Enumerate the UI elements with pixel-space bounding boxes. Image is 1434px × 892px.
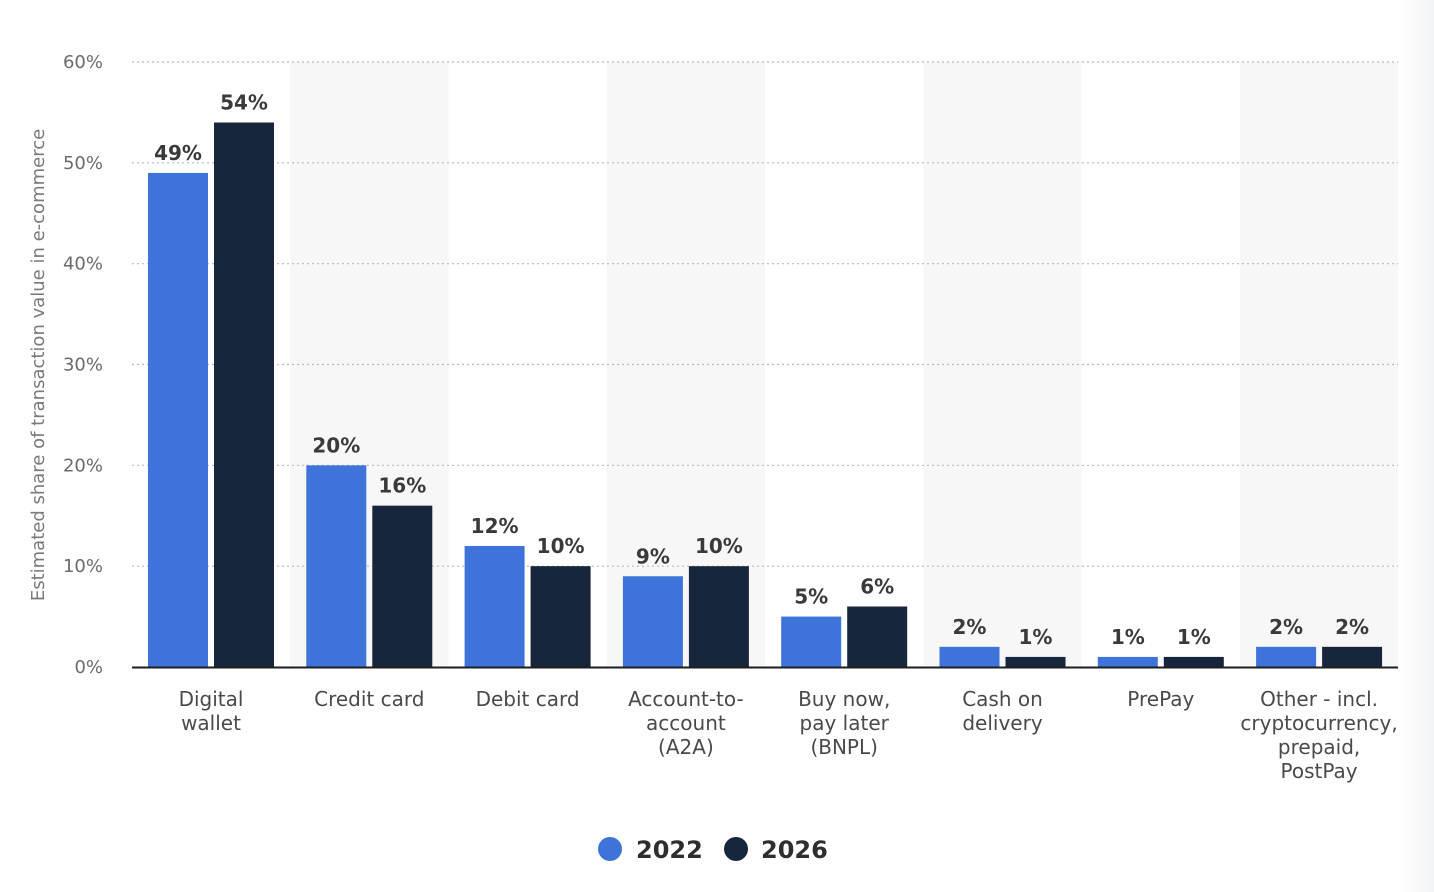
bar-2026 <box>372 505 433 667</box>
y-tick-label: 10% <box>63 556 103 577</box>
x-tick-label: Cash on delivery <box>962 687 1043 735</box>
bars: 49% 54% 20% 16% 12% 10% 9% 10% 5% 6% 2% 1% 1% 1% 2% 2% <box>148 91 1383 667</box>
bar-2022 <box>306 465 367 667</box>
data-label: 9% <box>636 544 670 568</box>
data-label: 54% <box>220 91 268 115</box>
bar-2026 <box>1322 646 1383 667</box>
data-label: 1% <box>1111 625 1145 649</box>
data-label: 12% <box>471 514 519 538</box>
x-tick-label-line: Cash on <box>962 687 1043 711</box>
data-label: 5% <box>794 585 828 609</box>
data-label: 16% <box>378 474 426 498</box>
y-tick-label: 50% <box>63 153 103 174</box>
x-tick-label: PrePay <box>1127 687 1194 711</box>
y-tick-label: 40% <box>63 254 103 275</box>
data-label: 1% <box>1019 625 1053 649</box>
y-axis-label: Estimated share of transaction value in … <box>28 129 49 601</box>
bar-2026 <box>847 606 908 667</box>
data-label: 2% <box>1335 615 1369 639</box>
bar-2022 <box>464 546 525 667</box>
x-tick-label-line: Debit card <box>476 687 580 711</box>
data-label: 1% <box>1177 625 1211 649</box>
x-tick-label-line: (BNPL) <box>810 735 878 759</box>
data-label: 20% <box>312 433 360 457</box>
legend-label: 2022 <box>636 836 703 864</box>
data-label: 6% <box>860 575 894 599</box>
x-tick-label: Digital wallet <box>179 687 244 735</box>
legend[interactable]: 2022 2026 <box>598 836 828 864</box>
bar-2022 <box>939 646 1000 667</box>
x-tick-label-line: delivery <box>962 711 1042 735</box>
x-tick-label-line: Credit card <box>314 687 424 711</box>
y-tick-label: 60% <box>63 52 103 73</box>
bar-2026 <box>214 122 274 667</box>
x-tick-label: Credit card <box>314 687 424 711</box>
legend-label: 2026 <box>761 836 828 864</box>
legend-item-2026[interactable]: 2026 <box>724 836 828 864</box>
x-tick-label-line: account <box>646 711 726 735</box>
x-tick-label-line: (A2A) <box>658 735 714 759</box>
x-tick-label: Account-to-account (A2A) <box>628 687 744 759</box>
bar-2026 <box>1163 656 1224 667</box>
data-label: 2% <box>1269 615 1303 639</box>
bar-2026 <box>1005 656 1066 667</box>
legend-item-2022[interactable]: 2022 <box>598 836 703 864</box>
bar-2022 <box>622 576 683 667</box>
legend-marker <box>598 837 622 861</box>
x-tick-label-line: Account-to- <box>628 687 744 711</box>
x-tick-label-line: wallet <box>181 711 241 735</box>
x-tick-label: Debit card <box>476 687 580 711</box>
data-label: 10% <box>695 534 743 558</box>
bar-2022 <box>1097 656 1158 667</box>
x-tick-label-line: PrePay <box>1127 687 1194 711</box>
x-tick-label-line: cryptocurrency, <box>1240 711 1397 735</box>
y-tick-label: 20% <box>63 455 103 476</box>
data-label: 2% <box>953 615 987 639</box>
x-tick-label-line: Buy now, <box>798 687 890 711</box>
data-label: 10% <box>537 534 585 558</box>
y-tick-label: 0% <box>74 657 103 678</box>
bar-2026 <box>530 566 591 667</box>
scroll-edge <box>1398 0 1434 892</box>
x-tick-label-line: pay later <box>800 711 890 735</box>
x-tick-label-line: prepaid, <box>1278 735 1360 759</box>
bar-2022 <box>1256 646 1317 667</box>
y-tick-label: 30% <box>63 355 103 376</box>
data-label: 49% <box>154 141 202 165</box>
x-axis-categories: Digital wallet Credit card Debit card Accoun… <box>179 687 1398 783</box>
x-tick-label-line: Digital <box>179 687 244 711</box>
x-tick-label-line: PostPay <box>1281 759 1358 783</box>
x-tick-label: Other - incl. cryptocurrency, prepaid, Post… <box>1240 687 1397 783</box>
bar-2022 <box>781 616 842 667</box>
legend-marker <box>724 837 748 861</box>
x-tick-label: Buy now, pay later (BNPL) <box>798 687 890 759</box>
x-tick-label-line: Other - incl. <box>1260 687 1378 711</box>
category-band <box>1239 62 1399 667</box>
bar-2022 <box>148 172 208 667</box>
bar-2026 <box>688 566 749 667</box>
y-axis-ticks: 0% 10% 20% 30% 40% 50% 60% <box>63 52 103 678</box>
